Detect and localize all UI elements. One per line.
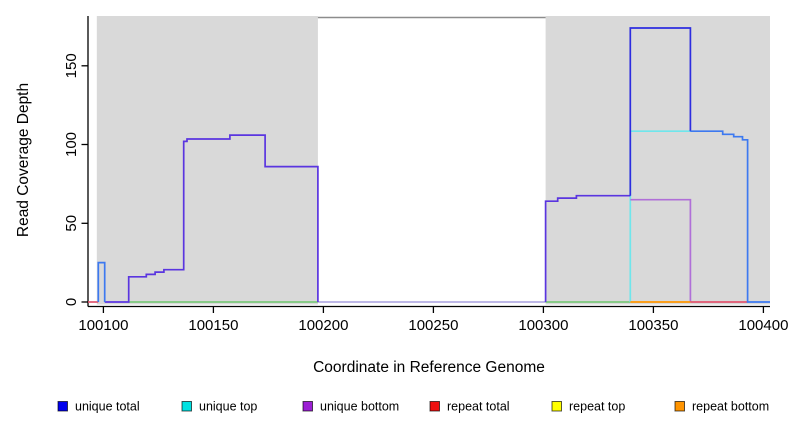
legend-swatch: [57, 401, 68, 412]
legend-label: unique total: [75, 400, 140, 414]
legend-item-unique-top: unique top: [181, 400, 257, 414]
y-tick-label: 0: [63, 298, 80, 306]
legend-swatch: [674, 401, 685, 412]
series-unique-total: [104, 134, 319, 303]
x-tick-label: 100250: [408, 317, 458, 334]
legend-label: unique top: [199, 400, 257, 414]
x-tick-label: 100350: [628, 317, 678, 334]
legend-label: repeat total: [447, 400, 510, 414]
legend-label: repeat bottom: [692, 400, 769, 414]
series-unique-bottom: [630, 198, 692, 302]
x-tick-label: 100300: [518, 317, 568, 334]
series-unique-total: [544, 194, 631, 302]
x-tick-label: 100400: [738, 317, 788, 334]
legend-item-repeat-top: repeat top: [551, 400, 625, 414]
x-tick-label: 100150: [188, 317, 238, 334]
x-axis-title: Coordinate in Reference Genome: [313, 359, 545, 376]
x-tick-label: 100100: [78, 317, 128, 334]
legend-item-repeat-bottom: repeat bottom: [674, 400, 769, 414]
legend-item-unique-bottom: unique bottom: [302, 400, 399, 414]
shaded-region: [96, 16, 318, 305]
legend-item-unique-total: unique total: [57, 400, 140, 414]
legend-swatch: [429, 401, 440, 412]
y-tick-label: 150: [63, 53, 80, 78]
series-unique-total: [629, 27, 692, 196]
legend-swatch: [302, 401, 313, 412]
legend-swatch: [551, 401, 562, 412]
legend-label: repeat top: [569, 400, 625, 414]
y-tick-label: 50: [63, 215, 80, 232]
y-tick-label: 100: [63, 132, 80, 157]
legend-label: unique bottom: [320, 400, 399, 414]
x-tick-label: 100200: [298, 317, 348, 334]
series-unique-total: [690, 130, 770, 303]
legend-item-repeat-total: repeat total: [429, 400, 510, 414]
legend-swatch: [181, 401, 192, 412]
y-axis-title: Read Coverage Depth: [15, 83, 32, 237]
series-unique-total: [97, 261, 106, 302]
shaded-region: [545, 16, 770, 305]
